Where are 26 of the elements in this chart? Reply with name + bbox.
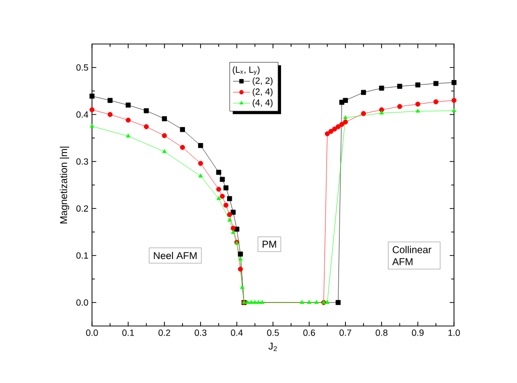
legend-label: (2, 4): [252, 88, 273, 97]
x-tick-label: 0.8: [376, 330, 388, 336]
x-tick-label: 0.7: [340, 330, 352, 336]
annotation: Collinear AFM: [392, 246, 432, 266]
legend-title: (L$_{x}$, L$_{y}$): [232, 66, 260, 75]
x-tick-label: 0.5: [267, 330, 279, 336]
x-tick-label: 0.1: [122, 330, 134, 336]
y-tick-label: 0.2: [76, 205, 88, 212]
x-axis-title: J$_{2}$: [268, 342, 277, 352]
annotation: PM: [262, 240, 276, 248]
x-tick-label: 1.0: [448, 330, 460, 336]
y-tick-label: 0.3: [76, 158, 88, 165]
x-tick-label: 0.4: [230, 330, 243, 336]
legend-label: (4, 4): [252, 99, 273, 108]
x-tick-label: 0.6: [303, 330, 316, 336]
y-tick-label: 0.1: [76, 252, 88, 259]
x-tick-label: 0.3: [194, 330, 206, 336]
y-tick-label: 0.5: [76, 64, 88, 71]
annotation: Neel AFM: [154, 252, 197, 260]
y-axis-title: Magnetization |m|: [60, 146, 70, 224]
x-tick-label: 0.2: [158, 330, 170, 336]
legend-label: (2, 2): [252, 77, 273, 86]
x-tick-label: 0.0: [86, 330, 98, 336]
y-tick-label: 0.0: [76, 299, 88, 306]
y-tick-label: 0.4: [76, 111, 88, 118]
x-tick-label: 0.9: [412, 330, 424, 336]
